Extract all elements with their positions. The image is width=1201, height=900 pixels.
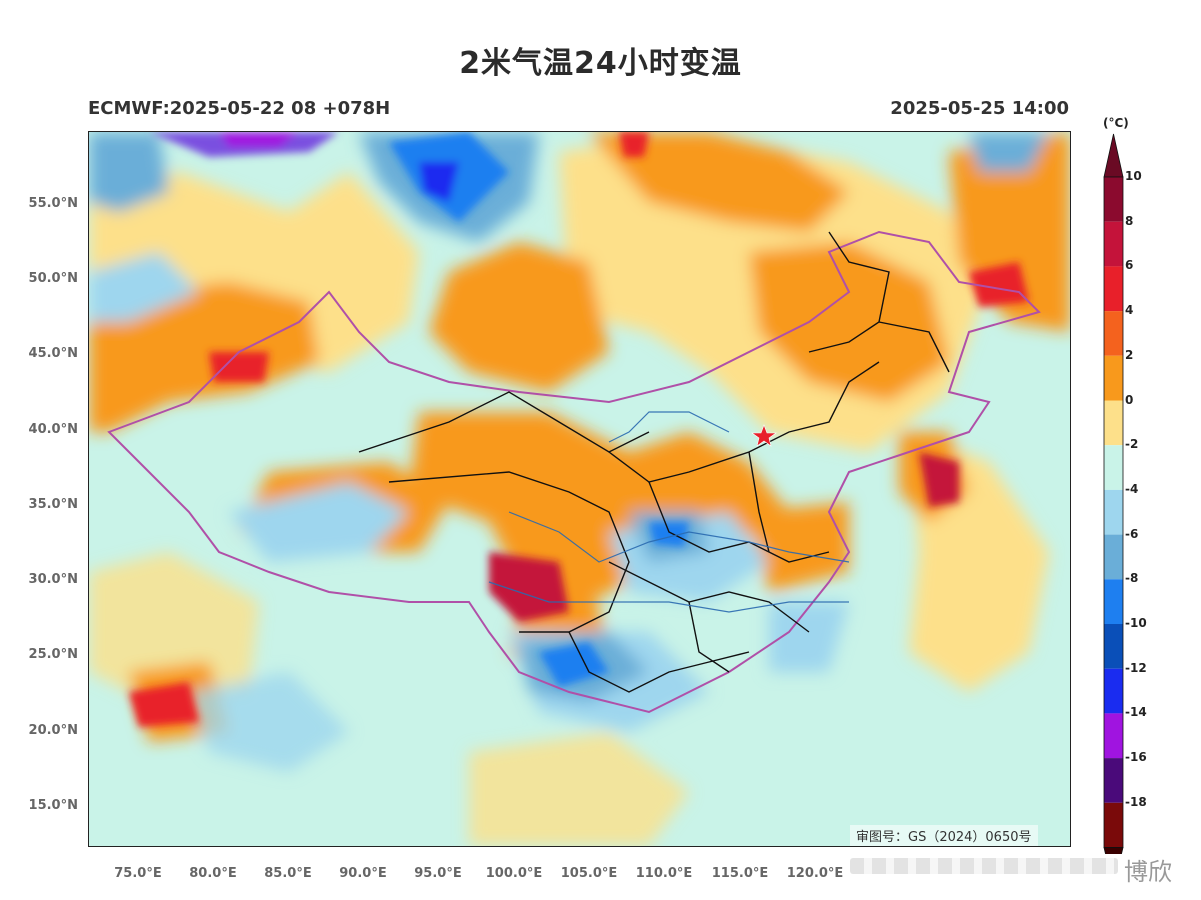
colorbar-segment [1104, 624, 1123, 669]
colorbar-segment [1104, 758, 1123, 803]
colorbar-tick-label: 10 [1125, 169, 1142, 183]
colorbar-tick-label: -2 [1125, 437, 1139, 452]
lat-label: 20.0°N [28, 723, 78, 738]
model-run-label: ECMWF:2025-05-22 08 +078H [88, 98, 391, 119]
colorbar-segment [1104, 266, 1123, 312]
colorbar-tick-label: -6 [1125, 526, 1139, 541]
lat-label: 50.0°N [28, 271, 78, 286]
colorbar-segment [1104, 713, 1123, 759]
colorbar-segment [1104, 177, 1123, 222]
colorbar-segment [1104, 400, 1123, 446]
lat-label: 35.0°N [28, 497, 78, 512]
lon-label: 115.0°E [711, 866, 769, 881]
colorbar-segment [1104, 355, 1123, 401]
lon-label: 75.0°E [114, 866, 162, 881]
colorbar-segment [1104, 802, 1123, 848]
colorbar-tick-label: 2 [1125, 347, 1134, 362]
lon-label: 110.0°E [635, 866, 693, 881]
colorbar-tick-label: 8 [1125, 213, 1134, 228]
colorbar-tick-label: -16 [1125, 750, 1147, 765]
lon-label: 105.0°E [560, 866, 618, 881]
colorbar-top-arrow [1103, 133, 1124, 178]
colorbar-segment [1104, 534, 1123, 580]
lon-label: 100.0°E [485, 866, 543, 881]
lat-label: 40.0°N [28, 422, 78, 437]
colorbar-tick-label: 0 [1125, 392, 1134, 407]
colorbar-tick-label: -18 [1125, 794, 1147, 809]
watermark: 博欣 [1124, 858, 1172, 886]
lon-label: 120.0°E [786, 866, 844, 881]
lat-label: 45.0°N [28, 346, 78, 361]
colorbar-tick-label: -4 [1125, 481, 1139, 496]
colorbar-tick-label: -12 [1125, 660, 1147, 675]
colorbar [1103, 133, 1124, 854]
map-approval-number: 审图号：GS（2024）0650号 [850, 825, 1038, 846]
temperature-change-map [88, 131, 1071, 847]
lat-label: 30.0°N [28, 572, 78, 587]
lat-label: 25.0°N [28, 647, 78, 662]
colorbar-tick-label: 6 [1125, 258, 1134, 273]
colorbar-tick-label: -10 [1125, 616, 1147, 630]
lat-label: 55.0°N [28, 196, 78, 211]
colorbar-segment [1104, 445, 1123, 490]
colorbar-segment [1104, 489, 1123, 535]
lon-label: 80.0°E [189, 866, 237, 881]
colorbar-tick-label: 4 [1125, 303, 1134, 318]
map-title: 2米气温24小时变温 [459, 46, 742, 81]
colorbar-frame [1103, 176, 1124, 848]
colorbar-tick-label: -14 [1125, 705, 1147, 720]
lon-label: 90.0°E [339, 866, 387, 881]
colorbar-tick-label: -8 [1125, 571, 1139, 586]
valid-time-label: 2025-05-25 14:00 [890, 98, 1069, 119]
colorbar-segment [1104, 311, 1123, 356]
colorbar-segment [1104, 668, 1123, 714]
colorbar-unit: (°C) [1103, 116, 1129, 130]
colorbar-bottom-arrow [1103, 847, 1124, 854]
watermark-bar [850, 858, 1118, 874]
capital-marker-icon [751, 424, 777, 447]
colorbar-segment [1104, 221, 1123, 267]
lon-label: 95.0°E [414, 866, 462, 881]
lon-label: 85.0°E [264, 866, 312, 881]
colorbar-segment [1104, 579, 1123, 624]
lat-label: 15.0°N [28, 798, 78, 813]
